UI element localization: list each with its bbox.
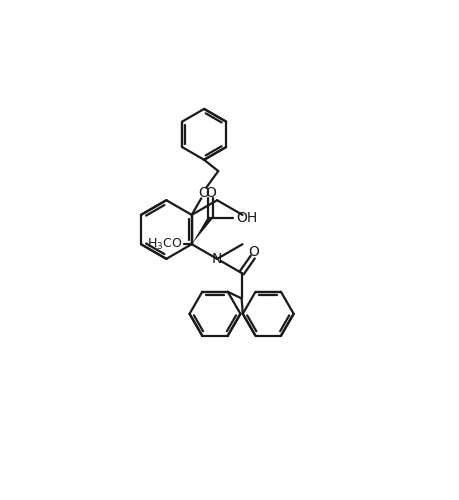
Polygon shape [192,216,213,244]
Text: O: O [249,245,260,259]
Text: O: O [199,186,210,200]
Text: O: O [205,186,216,200]
Text: N: N [212,252,222,266]
Text: H$_3$CO: H$_3$CO [147,236,183,252]
Text: OH: OH [236,210,257,224]
